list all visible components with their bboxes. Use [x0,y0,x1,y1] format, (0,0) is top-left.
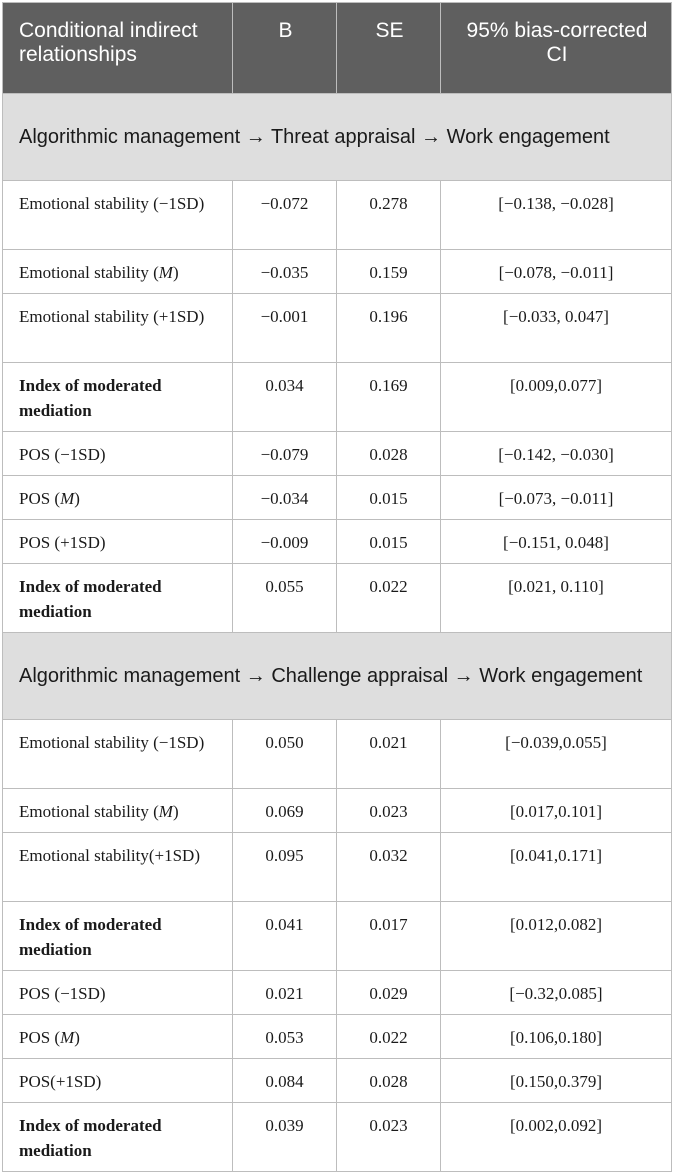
table-row: POS (M) 0.053 0.022 [0.106,0.180] [2,1014,672,1059]
cell-ci: [−0.073, −0.011] [440,475,672,520]
cell-ci: [−0.142, −0.030] [440,431,672,476]
cell-se: 0.169 [336,362,441,432]
row-label: Emotional stability (M) [2,249,233,294]
header-ci: 95% bias-corrected CI [440,2,672,94]
cell-b: 0.053 [232,1014,337,1059]
cell-se: 0.278 [336,180,441,250]
row-label: POS (−1SD) [2,970,233,1015]
cell-ci: [0.150,0.379] [440,1058,672,1103]
cell-b: −0.034 [232,475,337,520]
cell-ci: [0.041,0.171] [440,832,672,902]
row-label: Emotional stability (M) [2,788,233,833]
cell-ci: [−0.138, −0.028] [440,180,672,250]
cell-ci: [0.021, 0.110] [440,563,672,633]
cell-ci: [0.012,0.082] [440,901,672,971]
cell-b: −0.009 [232,519,337,564]
header-relationships: Conditional indirect relationships [2,2,233,94]
cell-b: 0.041 [232,901,337,971]
section-title: Algorithmic management → Challenge appra… [2,632,672,720]
row-label: POS (−1SD) [2,431,233,476]
table-row: POS(+1SD) 0.084 0.028 [0.150,0.379] [2,1058,672,1103]
cell-b: 0.039 [232,1102,337,1172]
table-row: Index of moderated mediation 0.034 0.169… [2,362,672,432]
table-row: Emotional stability (−1SD) −0.072 0.278 … [2,180,672,250]
cell-ci: [0.009,0.077] [440,362,672,432]
table-row: POS (−1SD) 0.021 0.029 [−0.32,0.085] [2,970,672,1015]
row-label: Emotional stability (−1SD) [2,719,233,789]
cell-b: 0.021 [232,970,337,1015]
cell-b: 0.055 [232,563,337,633]
table-row: Index of moderated mediation 0.041 0.017… [2,901,672,971]
cell-ci: [0.002,0.092] [440,1102,672,1172]
row-label: POS (M) [2,1014,233,1059]
row-label: Index of moderated mediation [2,362,233,432]
table-row: POS (−1SD) −0.079 0.028 [−0.142, −0.030] [2,431,672,476]
cell-se: 0.023 [336,788,441,833]
cell-ci: [0.106,0.180] [440,1014,672,1059]
row-label: POS (+1SD) [2,519,233,564]
section-row: Algorithmic management → Threat appraisa… [2,93,672,181]
cell-se: 0.015 [336,475,441,520]
cell-b: 0.050 [232,719,337,789]
row-label: POS(+1SD) [2,1058,233,1103]
table-row: POS (M) −0.034 0.015 [−0.073, −0.011] [2,475,672,520]
section-title: Algorithmic management → Threat appraisa… [2,93,672,181]
cell-ci: [−0.32,0.085] [440,970,672,1015]
table-row: Index of moderated mediation 0.055 0.022… [2,563,672,633]
header-b: B [232,2,337,94]
cell-se: 0.021 [336,719,441,789]
cell-b: −0.035 [232,249,337,294]
cell-se: 0.196 [336,293,441,363]
cell-se: 0.032 [336,832,441,902]
cell-b: 0.084 [232,1058,337,1103]
cell-b: −0.072 [232,180,337,250]
cell-b: 0.069 [232,788,337,833]
table-row: Emotional stability (−1SD) 0.050 0.021 [… [2,719,672,789]
cell-ci: [−0.151, 0.048] [440,519,672,564]
row-label: POS (M) [2,475,233,520]
cell-se: 0.015 [336,519,441,564]
cell-ci: [−0.039,0.055] [440,719,672,789]
row-label: Emotional stability (−1SD) [2,180,233,250]
cell-ci: [−0.078, −0.011] [440,249,672,294]
cell-b: −0.079 [232,431,337,476]
cell-b: 0.034 [232,362,337,432]
row-label: Index of moderated mediation [2,901,233,971]
cell-ci: [0.017,0.101] [440,788,672,833]
section-row: Algorithmic management → Challenge appra… [2,632,672,720]
cell-se: 0.022 [336,563,441,633]
table-row: Emotional stability (M) −0.035 0.159 [−0… [2,249,672,294]
cell-se: 0.159 [336,249,441,294]
table-row: Index of moderated mediation 0.039 0.023… [2,1102,672,1172]
cell-b: −0.001 [232,293,337,363]
cell-se: 0.028 [336,1058,441,1103]
cell-se: 0.022 [336,1014,441,1059]
table-row: Emotional stability(+1SD) 0.095 0.032 [0… [2,832,672,902]
row-label: Emotional stability(+1SD) [2,832,233,902]
cell-se: 0.029 [336,970,441,1015]
header-row: Conditional indirect relationships B SE … [2,2,672,94]
cell-se: 0.017 [336,901,441,971]
cell-se: 0.023 [336,1102,441,1172]
table-row: POS (+1SD) −0.009 0.015 [−0.151, 0.048] [2,519,672,564]
table-row: Emotional stability (M) 0.069 0.023 [0.0… [2,788,672,833]
table-row: Emotional stability (+1SD) −0.001 0.196 … [2,293,672,363]
row-label: Emotional stability (+1SD) [2,293,233,363]
cell-ci: [−0.033, 0.047] [440,293,672,363]
row-label: Index of moderated mediation [2,563,233,633]
cell-b: 0.095 [232,832,337,902]
cell-se: 0.028 [336,431,441,476]
header-se: SE [336,2,441,94]
row-label: Index of moderated mediation [2,1102,233,1172]
